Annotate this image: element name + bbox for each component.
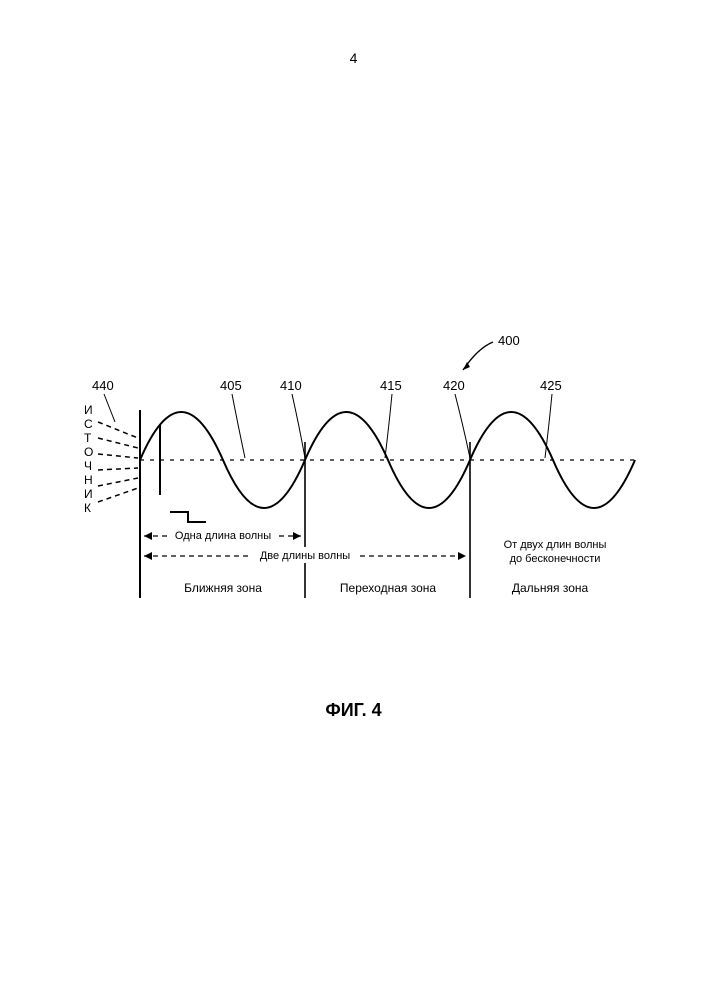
ref-400: 400 <box>498 333 520 348</box>
svg-text:Н: Н <box>84 473 93 487</box>
page-number: 4 <box>0 50 707 66</box>
step-glyph <box>170 512 206 522</box>
svg-text:И: И <box>84 487 93 501</box>
svg-text:Две длины волны: Две длины волны <box>260 550 350 562</box>
zone-near: Ближняя зона <box>184 581 262 595</box>
far-range-l1: От двух длин волны <box>504 539 607 551</box>
svg-text:Одна длина волны: Одна длина волны <box>175 530 271 542</box>
svg-text:Т: Т <box>84 431 92 445</box>
svg-text:И: И <box>84 403 93 417</box>
far-range-l2: до бесконечности <box>510 553 601 565</box>
source-fan <box>98 422 138 502</box>
ref-410: 410 <box>280 378 302 393</box>
wave-zones-svg: 400 440 405 410 415 420 425 И С Т О Ч Н … <box>80 330 640 660</box>
svg-text:К: К <box>84 501 91 515</box>
span-two-wavelengths: Две длины волны <box>144 547 466 563</box>
zone-transition: Переходная зона <box>340 581 436 595</box>
figure-400: 400 440 405 410 415 420 425 И С Т О Ч Н … <box>80 330 640 660</box>
ref-415: 415 <box>380 378 402 393</box>
source-label: И С Т О Ч Н И К <box>84 403 93 515</box>
svg-text:С: С <box>84 417 93 431</box>
figure-caption: ФИГ. 4 <box>0 700 707 721</box>
ref-425: 425 <box>540 378 562 393</box>
svg-text:Ч: Ч <box>84 459 92 473</box>
ref-440: 440 <box>92 378 114 393</box>
span-one-wavelength: Одна длина волны <box>144 527 301 543</box>
zone-far: Дальняя зона <box>512 581 589 595</box>
svg-text:О: О <box>84 445 93 459</box>
ref-405: 405 <box>220 378 242 393</box>
ref-420: 420 <box>443 378 465 393</box>
